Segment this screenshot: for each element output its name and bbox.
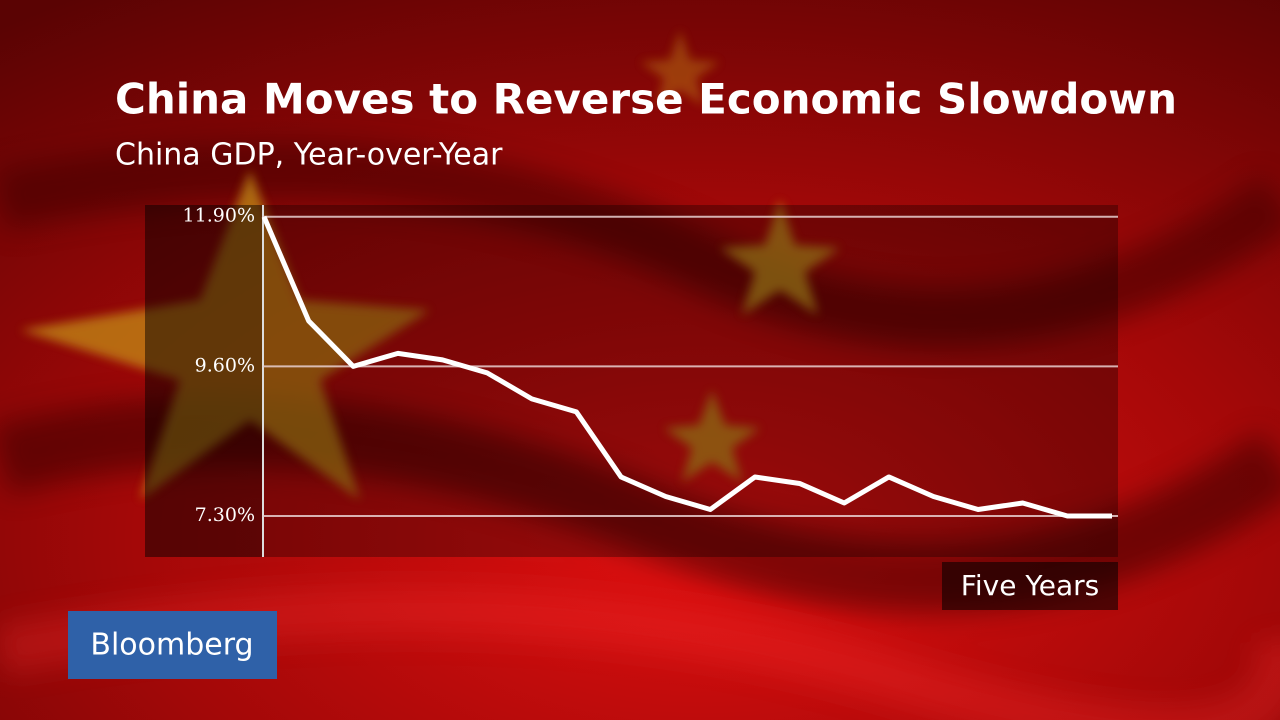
data-line [261,215,1112,519]
y-tick-label: 9.60% [195,354,255,376]
x-axis-label: Five Years [961,569,1099,602]
plot-area [145,205,1118,557]
x-label-box [942,562,1118,610]
logo-box [68,611,277,679]
flag-stars [20,30,840,500]
logo: Bloomberg [90,628,253,663]
axis-panel [145,205,263,557]
y-tick-label: 7.30% [195,504,255,526]
chart-title: China Moves to Reverse Economic Slowdown [115,75,1177,124]
y-tick-label: 11.90% [183,205,255,227]
chart-subtitle: China GDP, Year-over-Year [115,138,503,173]
